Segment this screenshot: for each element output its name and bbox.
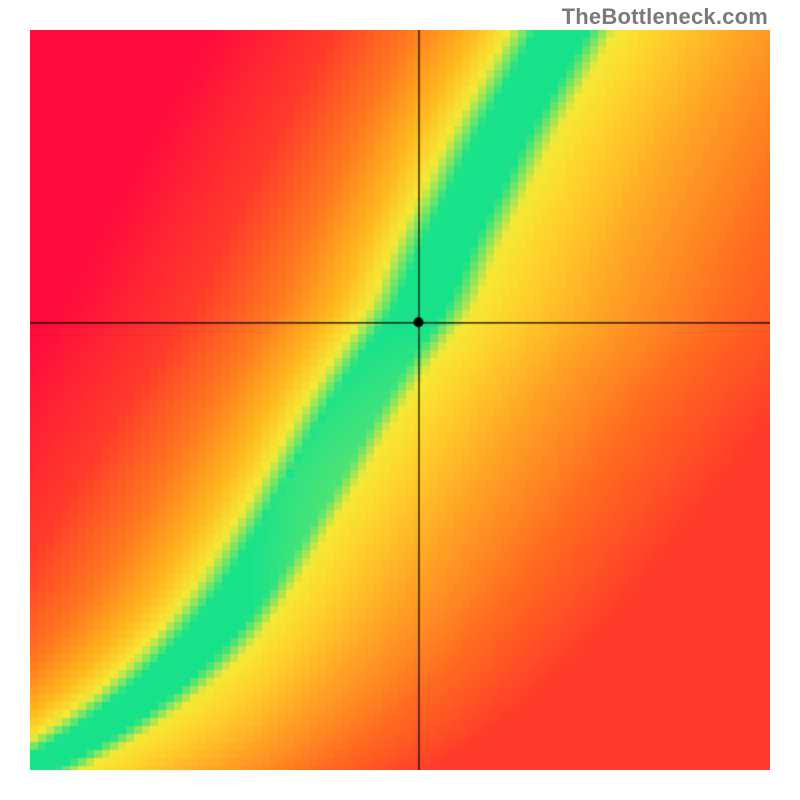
bottleneck-heatmap: [30, 30, 770, 770]
watermark-text: TheBottleneck.com: [562, 4, 768, 30]
